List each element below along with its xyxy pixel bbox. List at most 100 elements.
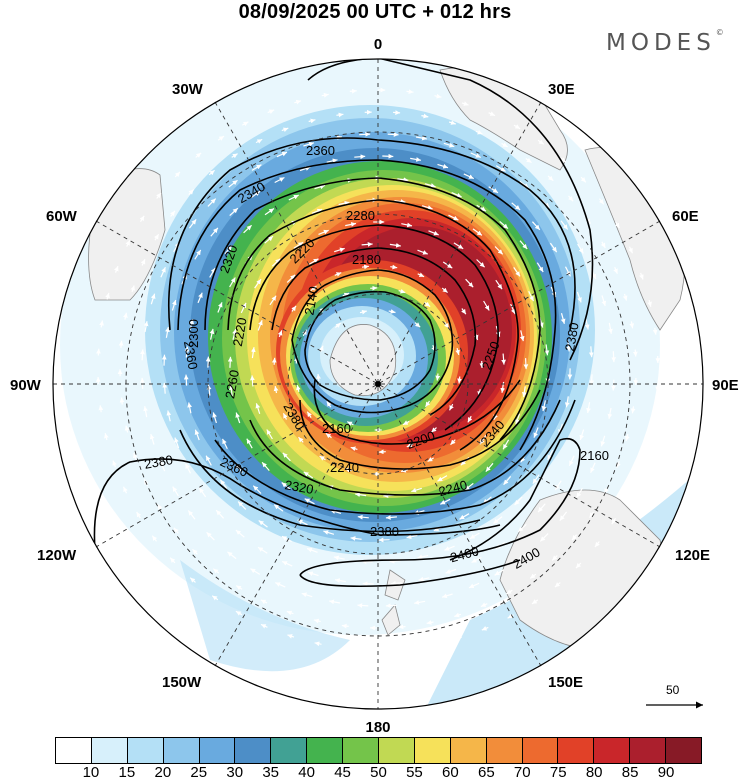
contour-label: 2160 <box>322 421 351 436</box>
wind-arrow <box>513 124 521 130</box>
wind-arrow <box>547 449 554 461</box>
wind-arrow <box>261 461 270 471</box>
wind-arrow <box>402 420 410 426</box>
wind-arrow <box>273 504 284 512</box>
wind-arrow <box>264 208 275 216</box>
wind-arrow <box>467 415 473 423</box>
wind-arrow <box>342 292 350 298</box>
wind-arrow <box>150 293 156 305</box>
wind-arrow <box>281 535 292 543</box>
wind-arrow <box>251 164 262 171</box>
wind-arrow <box>519 330 525 342</box>
lon-label-180: 180 <box>365 719 390 736</box>
wind-arrow <box>476 259 486 268</box>
graticule <box>53 59 703 709</box>
wind-arrow <box>514 496 523 506</box>
wind-arrow <box>421 205 433 210</box>
wind-arrow <box>476 204 487 212</box>
wind-arrow <box>483 300 490 311</box>
wind-arrow <box>576 487 583 498</box>
wind-arrow <box>551 555 558 561</box>
contour-label: 2180 <box>352 252 381 267</box>
colorbar-tick-label: 15 <box>118 764 136 781</box>
wind-arrow <box>304 498 315 505</box>
wind-arrow <box>104 433 109 441</box>
contour-label: 2140 <box>301 285 321 316</box>
wind-arrow <box>184 463 192 474</box>
wind-arrow <box>139 377 145 389</box>
wind-arrow <box>209 328 215 340</box>
wind-arrow <box>357 603 369 608</box>
wind-arrow <box>243 224 253 234</box>
lon-label-60w: 60W <box>46 208 78 225</box>
wind-arrow <box>443 142 455 148</box>
wind-arrow <box>629 321 635 329</box>
wind-arrow <box>210 227 219 237</box>
wind-arrow <box>611 379 616 391</box>
wind-arrow <box>533 427 539 438</box>
wind-arrow <box>166 410 172 422</box>
wind-arrow <box>417 249 429 255</box>
wind-arrow <box>608 322 613 334</box>
wind-arrow <box>151 535 158 542</box>
wind-arrow <box>513 267 521 277</box>
wind-arrow <box>428 230 439 236</box>
wind-arrow <box>614 221 620 229</box>
wind-arrow <box>310 285 317 291</box>
wind-arrow <box>122 486 128 494</box>
wind-arrow <box>494 246 504 255</box>
colorbar-swatch <box>379 738 415 763</box>
wind-arrow <box>435 373 441 381</box>
wind-arrow <box>125 240 131 247</box>
wind-arrow <box>260 623 268 629</box>
wind-arrow <box>424 183 436 188</box>
wind-arrow <box>345 222 357 227</box>
lon-label-90e: 90E <box>712 377 739 394</box>
colorbar <box>55 737 702 764</box>
wind-arrow <box>208 169 215 176</box>
wind-arrow <box>579 429 585 441</box>
wind-arrow <box>281 127 289 133</box>
contour-label: 2240 <box>437 477 469 499</box>
wind-arrow <box>389 242 401 248</box>
wind-arrow <box>136 511 142 519</box>
wind-arrow <box>313 618 321 624</box>
wind-arrow <box>472 228 483 236</box>
modes-logo: MODES© <box>606 28 724 56</box>
wind-arrow <box>639 272 644 280</box>
wind-arrow <box>448 403 454 411</box>
wind-arrow <box>140 258 146 266</box>
wind-arrow <box>267 109 275 114</box>
wind-arrow <box>288 194 299 201</box>
wind-arrow <box>414 322 421 328</box>
contour-label: 2380 <box>562 321 582 352</box>
wind-arrow <box>465 278 474 288</box>
wind-arrow <box>455 347 460 356</box>
wind-arrow <box>518 552 528 561</box>
wind-arrow <box>250 190 261 199</box>
wind-arrow <box>601 295 607 307</box>
wind-arrow <box>387 132 399 137</box>
wind-arrow <box>143 321 149 333</box>
wind-arrow <box>192 548 198 555</box>
wind-arrow <box>303 141 315 147</box>
wind-arrow <box>334 322 342 329</box>
colorbar-swatch <box>486 738 523 763</box>
colorbar-swatch <box>558 738 595 763</box>
wind-arrow <box>319 455 326 461</box>
wind-arrow <box>611 517 617 525</box>
wind-arrow <box>235 529 245 538</box>
contour-label: 2360 <box>306 143 335 158</box>
wind-arrow <box>607 407 613 419</box>
wind-arrow <box>586 402 591 414</box>
wind-arrow <box>316 373 321 382</box>
wind-arrow <box>410 157 422 162</box>
colorbar-swatch <box>630 738 667 763</box>
wind-arrow <box>266 429 273 440</box>
wind-arrow <box>311 208 323 214</box>
wind-arrow <box>362 581 374 587</box>
wind-arrow <box>257 319 263 331</box>
wind-arrow <box>119 397 125 405</box>
map-title: 08/09/2025 00 UTC + 012 hrs <box>238 1 512 23</box>
wind-arrow <box>326 401 332 408</box>
